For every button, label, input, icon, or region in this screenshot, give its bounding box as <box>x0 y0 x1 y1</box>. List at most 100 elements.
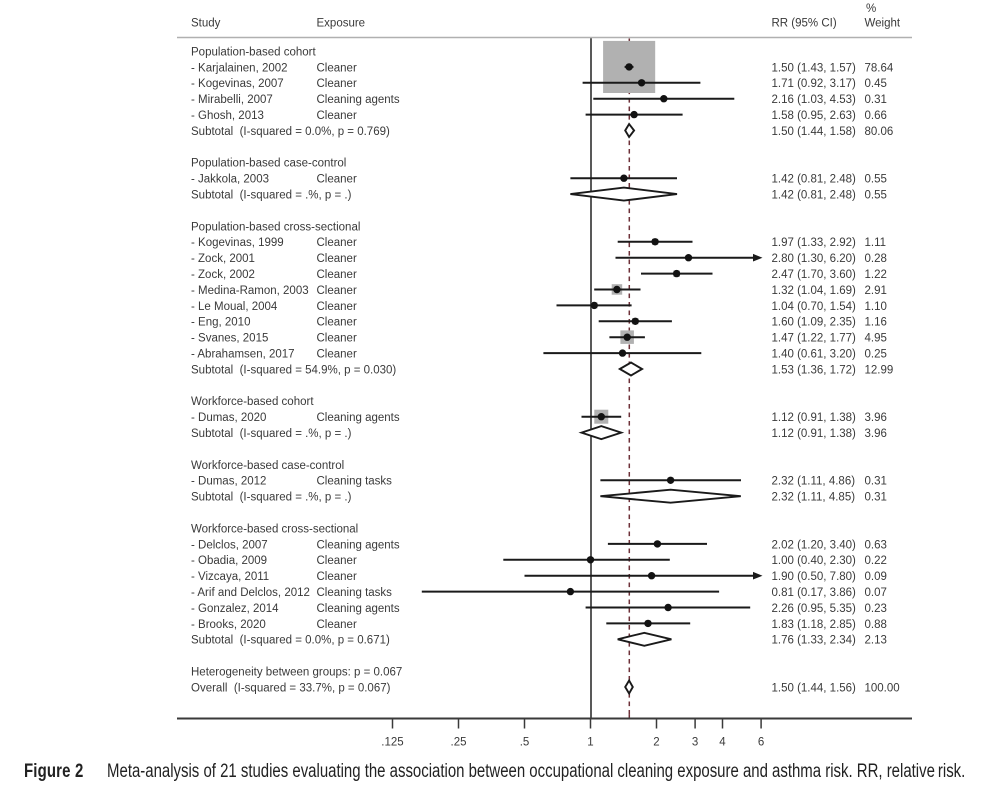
svg-text:2.91: 2.91 <box>865 285 887 297</box>
svg-text:- Kogevinas, 1999: - Kogevinas, 1999 <box>191 237 284 249</box>
svg-text:.25: .25 <box>451 737 467 749</box>
svg-text:Cleaner: Cleaner <box>317 333 357 345</box>
svg-text:80.06: 80.06 <box>865 126 894 138</box>
svg-text:1.10: 1.10 <box>865 301 887 313</box>
svg-text:- Brooks, 2020: - Brooks, 2020 <box>191 619 266 631</box>
svg-text:0.55: 0.55 <box>865 174 887 186</box>
svg-text:1.16: 1.16 <box>865 317 887 329</box>
svg-text:0.22: 0.22 <box>865 555 887 567</box>
svg-text:Subtotal (I-squared = .%, p =: Subtotal (I-squared = .%, p = .) <box>191 190 352 202</box>
svg-text:- Ghosh, 2013: - Ghosh, 2013 <box>191 110 264 122</box>
svg-text:Cleaner: Cleaner <box>317 571 357 583</box>
svg-text:6: 6 <box>758 737 764 749</box>
svg-text:Cleaning agents: Cleaning agents <box>317 412 400 424</box>
svg-text:1.47 (1.22, 1.77): 1.47 (1.22, 1.77) <box>772 333 857 345</box>
svg-text:0.81 (0.17, 3.86): 0.81 (0.17, 3.86) <box>772 587 857 599</box>
svg-text:0.25: 0.25 <box>865 349 887 361</box>
svg-text:- Zock, 2002: - Zock, 2002 <box>191 269 255 281</box>
svg-text:0.23: 0.23 <box>865 603 887 615</box>
svg-text:Population-based case-control: Population-based case-control <box>191 158 346 170</box>
svg-text:1.12 (0.91, 1.38): 1.12 (0.91, 1.38) <box>772 412 857 424</box>
svg-text:Cleaner: Cleaner <box>317 619 357 631</box>
svg-text:- Karjalainen, 2002: - Karjalainen, 2002 <box>191 62 288 74</box>
svg-text:1.42 (0.81, 2.48): 1.42 (0.81, 2.48) <box>772 174 857 186</box>
svg-text:2.32 (1.11, 4.85): 2.32 (1.11, 4.85) <box>772 492 856 504</box>
svg-text:Cleaner: Cleaner <box>317 110 357 122</box>
svg-text:1.50 (1.44, 1.56): 1.50 (1.44, 1.56) <box>772 682 857 694</box>
svg-text:- Le Moual, 2004: - Le Moual, 2004 <box>191 301 278 313</box>
svg-text:Subtotal (I-squared = 0.0%, p: Subtotal (I-squared = 0.0%, p = 0.769) <box>191 126 390 138</box>
svg-text:Overall (I-squared = 33.7%, p: Overall (I-squared = 33.7%, p = 0.067) <box>191 682 391 694</box>
svg-text:0.45: 0.45 <box>865 78 887 90</box>
svg-text:- Delclos, 2007: - Delclos, 2007 <box>191 539 268 551</box>
svg-text:- Svanes, 2015: - Svanes, 2015 <box>191 333 268 345</box>
svg-text:1.90 (0.50, 7.80): 1.90 (0.50, 7.80) <box>772 571 857 583</box>
svg-text:.125: .125 <box>381 737 403 749</box>
svg-text:- Mirabelli, 2007: - Mirabelli, 2007 <box>191 94 273 106</box>
svg-text:Cleaner: Cleaner <box>317 301 357 313</box>
svg-text:Cleaner: Cleaner <box>317 555 357 567</box>
svg-text:- Abrahamsen, 2017: - Abrahamsen, 2017 <box>191 349 295 361</box>
svg-text:- Jakkola, 2003: - Jakkola, 2003 <box>191 174 269 186</box>
svg-text:Cleaner: Cleaner <box>317 237 357 249</box>
svg-text:1.22: 1.22 <box>865 269 887 281</box>
svg-text:Study: Study <box>191 18 221 30</box>
svg-text:2.32 (1.11, 4.86): 2.32 (1.11, 4.86) <box>772 476 856 488</box>
svg-text:3.96: 3.96 <box>865 428 887 440</box>
svg-text:2.47 (1.70, 3.60): 2.47 (1.70, 3.60) <box>772 269 857 281</box>
svg-text:0.31: 0.31 <box>865 476 887 488</box>
svg-text:Cleaner: Cleaner <box>317 78 357 90</box>
svg-text:Cleaning agents: Cleaning agents <box>317 94 400 106</box>
svg-text:1.40 (0.61, 3.20): 1.40 (0.61, 3.20) <box>772 349 857 361</box>
svg-text:Subtotal (I-squared = 54.9%,: Subtotal (I-squared = 54.9%, p = 0.030) <box>191 364 396 376</box>
svg-text:Cleaning tasks: Cleaning tasks <box>317 587 393 599</box>
svg-text:2.02 (1.20, 3.40): 2.02 (1.20, 3.40) <box>772 539 857 551</box>
svg-text:- Obadia, 2009: - Obadia, 2009 <box>191 555 267 567</box>
svg-text:Population-based cohort: Population-based cohort <box>191 46 316 58</box>
svg-text:1.50 (1.43, 1.57): 1.50 (1.43, 1.57) <box>772 62 857 74</box>
svg-text:Cleaner: Cleaner <box>317 269 357 281</box>
svg-text:Cleaning agents: Cleaning agents <box>317 603 400 615</box>
svg-text:- Zock, 2001: - Zock, 2001 <box>191 253 255 265</box>
svg-text:1.76 (1.33, 2.34): 1.76 (1.33, 2.34) <box>772 635 857 647</box>
svg-text:- Arif and Delclos, 2012: - Arif and Delclos, 2012 <box>191 587 310 599</box>
svg-text:- Dumas, 2020: - Dumas, 2020 <box>191 412 266 424</box>
svg-text:0.31: 0.31 <box>865 492 887 504</box>
svg-text:Heterogeneity between groups:: Heterogeneity between groups: p = 0.067 <box>191 667 402 679</box>
svg-text:Workforce-based case-control: Workforce-based case-control <box>191 460 344 472</box>
svg-text:100.00: 100.00 <box>865 682 900 694</box>
svg-text:2.26 (0.95, 5.35): 2.26 (0.95, 5.35) <box>772 603 857 615</box>
svg-text:1.50 (1.44, 1.58): 1.50 (1.44, 1.58) <box>772 126 857 138</box>
svg-text:1.60 (1.09, 2.35): 1.60 (1.09, 2.35) <box>772 317 857 329</box>
svg-text:0.63: 0.63 <box>865 539 887 551</box>
svg-text:1.97 (1.33, 2.92): 1.97 (1.33, 2.92) <box>772 237 857 249</box>
svg-text:Cleaner: Cleaner <box>317 349 357 361</box>
svg-text:0.66: 0.66 <box>865 110 887 122</box>
svg-text:1.53 (1.36, 1.72): 1.53 (1.36, 1.72) <box>772 364 857 376</box>
svg-text:1.58 (0.95, 2.63): 1.58 (0.95, 2.63) <box>772 110 857 122</box>
svg-text:Population-based cross-section: Population-based cross-sectional <box>191 221 360 233</box>
svg-text:Subtotal (I-squared = 0.0%, p: Subtotal (I-squared = 0.0%, p = 0.671) <box>191 635 390 647</box>
svg-text:0.55: 0.55 <box>865 190 887 202</box>
svg-text:2.80 (1.30, 6.20): 2.80 (1.30, 6.20) <box>772 253 857 265</box>
svg-text:2.16 (1.03, 4.53): 2.16 (1.03, 4.53) <box>772 94 857 106</box>
svg-text:Cleaner: Cleaner <box>317 317 357 329</box>
svg-text:- Eng, 2010: - Eng, 2010 <box>191 317 250 329</box>
svg-text:2.13: 2.13 <box>865 635 887 647</box>
svg-text:Workforce-based cohort: Workforce-based cohort <box>191 396 314 408</box>
svg-text:2: 2 <box>653 737 659 749</box>
svg-text:0.09: 0.09 <box>865 571 887 583</box>
svg-text:12.99: 12.99 <box>865 364 894 376</box>
svg-text:1.11: 1.11 <box>865 237 887 249</box>
svg-text:- Medina-Ramon, 2003: - Medina-Ramon, 2003 <box>191 285 309 297</box>
svg-text:4.95: 4.95 <box>865 333 887 345</box>
svg-text:Subtotal (I-squared = .%, p =: Subtotal (I-squared = .%, p = .) <box>191 492 352 504</box>
svg-text:Cleaner: Cleaner <box>317 253 357 265</box>
svg-text:Subtotal (I-squared = .%, p =: Subtotal (I-squared = .%, p = .) <box>191 428 352 440</box>
svg-text:.5: .5 <box>520 737 530 749</box>
svg-text:%: % <box>866 3 876 15</box>
svg-text:3: 3 <box>692 737 698 749</box>
svg-text:- Gonzalez, 2014: - Gonzalez, 2014 <box>191 603 279 615</box>
svg-text:RR (95% CI): RR (95% CI) <box>772 18 837 30</box>
svg-text:Cleaner: Cleaner <box>317 62 357 74</box>
